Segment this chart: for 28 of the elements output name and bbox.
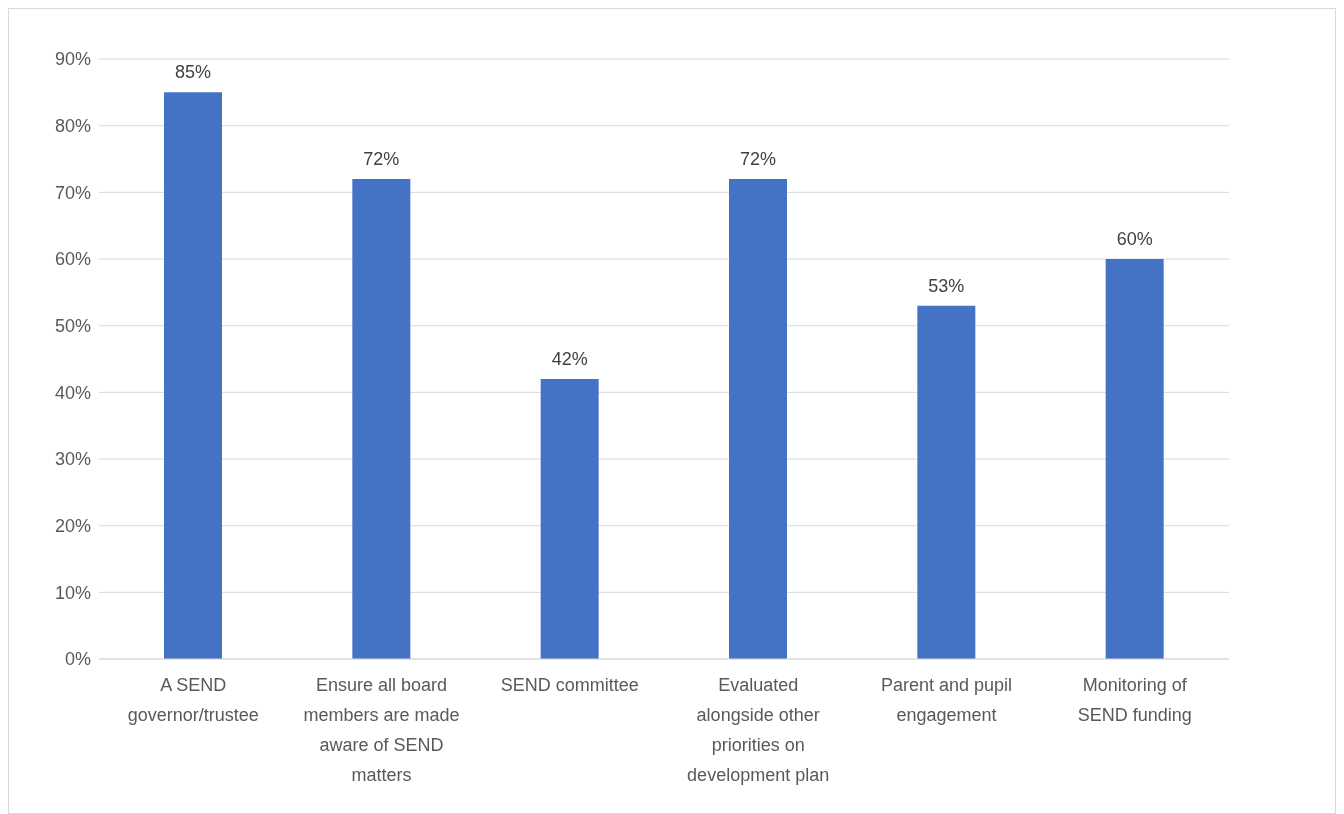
y-tick-label: 90% [54,49,91,70]
data-label: 72% [363,149,400,169]
bar [1105,259,1164,659]
y-tick-label: 60% [54,249,91,270]
bar [164,92,222,659]
x-tick-label: A SEND governor/trustee [127,675,259,725]
y-tick-label: 30% [54,449,91,470]
y-tick-label: 50% [54,316,91,337]
x-tick-label: Ensure all board members are made aware of SEND matters [303,675,460,785]
x-tick-label: Parent and pupil engagement [880,675,1013,725]
y-tick-label: 70% [54,182,91,203]
y-tick-label: 0% [64,649,91,670]
bar [352,179,411,659]
data-label: 72% [739,149,777,169]
y-tick-label: 40% [54,382,91,403]
bar [540,379,599,659]
x-tick-label: Monitoring of SEND funding [1077,675,1192,725]
data-label: 60% [1116,229,1153,249]
x-tick-label: Evaluated alongside other priorities on development plan [687,675,830,785]
data-label: 85% [174,62,212,83]
y-tick-label: 80% [54,116,91,137]
data-label: 53% [928,275,965,296]
bar [729,179,787,659]
data-label: 42% [551,349,588,369]
y-tick-label: 10% [54,582,91,603]
y-tick-label: 20% [54,516,91,537]
x-tick-label: SEND committee [500,675,639,695]
bar [917,305,976,659]
